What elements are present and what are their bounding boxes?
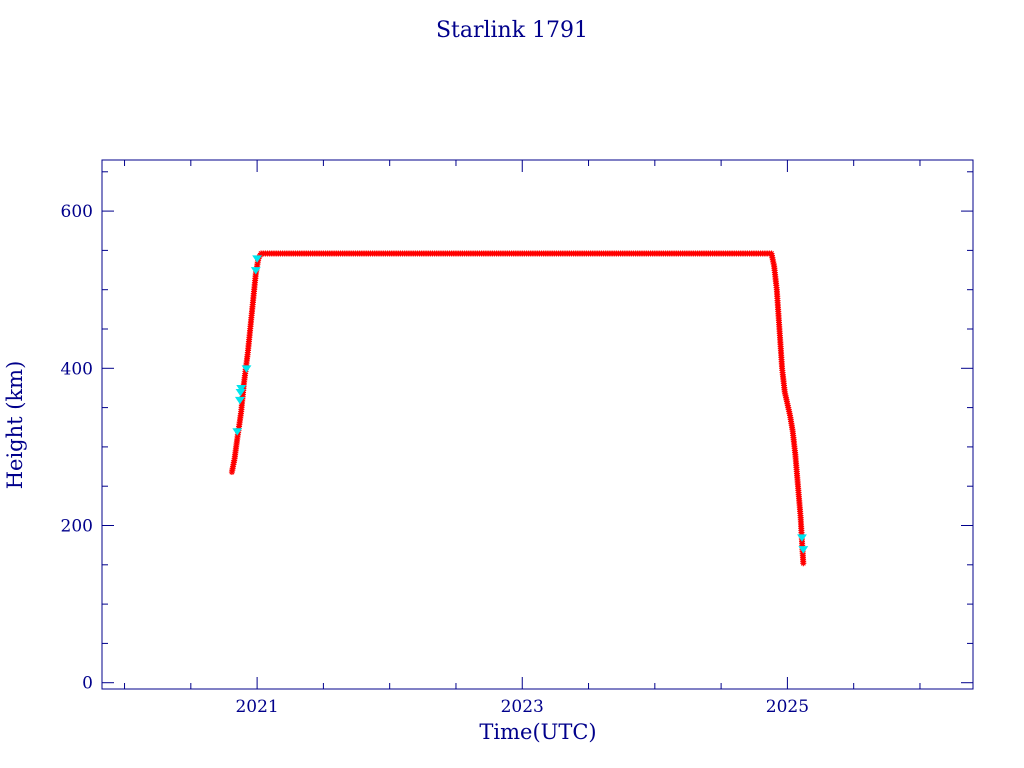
data-point-secondary — [232, 428, 243, 436]
chart-title: Starlink 1791 — [436, 18, 588, 43]
data-point-secondary — [252, 255, 263, 263]
data-point-secondary — [797, 534, 807, 542]
y-tick-label: 600 — [61, 202, 93, 222]
x-axis-label: Time(UTC) — [479, 720, 596, 744]
y-axis-label: Height (km) — [3, 361, 27, 490]
y-tick-label: 400 — [61, 359, 93, 379]
data-point-secondary — [236, 385, 247, 393]
tick-marks — [102, 160, 973, 689]
data-point-secondary — [234, 396, 245, 405]
x-tick-label: 2021 — [235, 697, 278, 717]
data-point-secondary — [241, 365, 252, 373]
series-secondary-points — [232, 255, 809, 554]
x-tick-label: 2025 — [766, 697, 809, 717]
series-primary-points — [228, 250, 807, 567]
data-point-secondary — [250, 267, 261, 275]
data-point-secondary — [798, 546, 809, 554]
plot-frame — [101, 159, 974, 690]
y-tick-label: 0 — [82, 674, 93, 694]
tick-labels: 2021 2023 2025 0 200 400 600 — [61, 202, 809, 717]
x-tick-label: 2023 — [501, 697, 544, 717]
y-tick-label: 200 — [61, 517, 93, 537]
data-point — [800, 560, 807, 567]
axes — [101, 159, 974, 690]
